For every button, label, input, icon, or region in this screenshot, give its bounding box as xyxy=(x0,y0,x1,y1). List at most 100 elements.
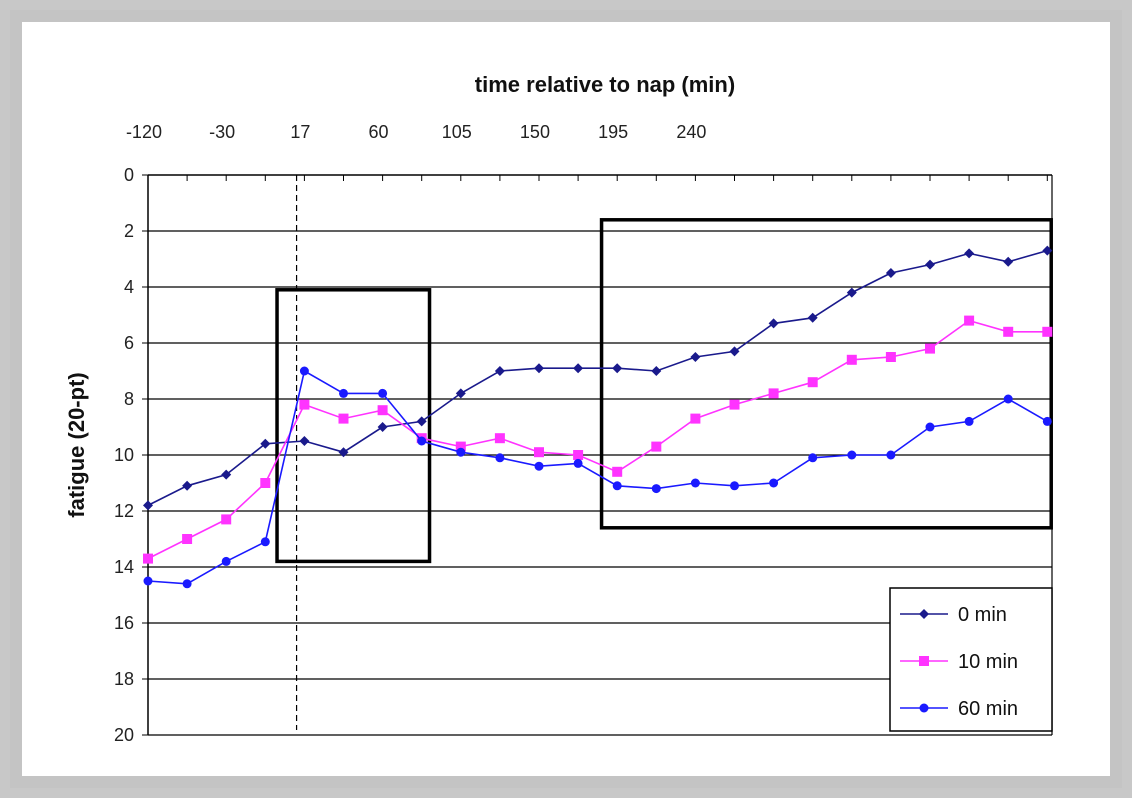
data-point-10-min xyxy=(494,433,505,444)
y-tick-label: 2 xyxy=(124,221,134,241)
data-point-60-min xyxy=(690,478,700,488)
data-point-0-min xyxy=(925,259,935,270)
data-point-60-min xyxy=(808,453,818,463)
highlight-box-1 xyxy=(275,288,432,564)
x-tick-label: 195 xyxy=(598,122,628,142)
data-point-10-min xyxy=(338,413,349,424)
data-point-10-min xyxy=(377,405,388,416)
legend-box xyxy=(889,587,1053,732)
data-point-60-min xyxy=(1003,394,1013,404)
data-point-60-min xyxy=(534,461,544,471)
series-line-10-min xyxy=(147,319,1048,560)
y-tick-label: 16 xyxy=(114,613,134,633)
data-point-0-min xyxy=(612,363,623,374)
data-point-0-min xyxy=(729,346,740,357)
data-point-60-min xyxy=(495,453,505,463)
x-tick-label: 150 xyxy=(520,122,550,142)
data-point-60-min xyxy=(847,450,857,460)
data-point-10-min xyxy=(455,441,466,452)
data-point-60-min xyxy=(378,388,388,398)
data-point-10-min xyxy=(964,315,975,326)
data-point-60-min xyxy=(612,481,622,491)
legend-marker-60-min xyxy=(919,703,929,713)
data-point-10-min xyxy=(1042,326,1053,337)
data-point-0-min xyxy=(768,318,779,329)
data-point-60-min xyxy=(143,576,153,586)
data-point-10-min xyxy=(573,450,584,460)
series-line-0-min xyxy=(147,249,1048,507)
x-tick-label: 105 xyxy=(442,122,472,142)
data-point-60-min xyxy=(651,484,661,494)
x-tick-label: 60 xyxy=(369,122,389,142)
data-point-10-min xyxy=(651,441,662,452)
data-point-60-min xyxy=(339,388,348,398)
y-tick-label: 8 xyxy=(124,389,134,409)
x-tick-label: 17 xyxy=(290,122,310,142)
data-point-0-min xyxy=(964,248,975,259)
data-point-0-min xyxy=(455,388,466,399)
data-point-60-min xyxy=(456,447,466,457)
data-point-0-min xyxy=(807,312,818,323)
data-point-0-min xyxy=(534,363,544,374)
data-point-60-min xyxy=(221,556,231,566)
data-point-10-min xyxy=(534,447,544,458)
y-tick-label: 4 xyxy=(124,277,134,297)
data-point-0-min xyxy=(885,268,896,278)
data-point-60-min xyxy=(417,436,427,446)
data-point-10-min xyxy=(260,478,271,488)
legend-label-0-min: 0 min xyxy=(958,604,1007,626)
data-point-10-min xyxy=(846,354,857,365)
data-point-10-min xyxy=(807,377,818,388)
data-point-0-min xyxy=(416,416,427,427)
y-tick-label: 0 xyxy=(124,165,134,185)
legend-marker-10-min xyxy=(919,656,929,666)
data-point-10-min xyxy=(925,343,935,354)
data-point-10-min xyxy=(221,514,232,525)
data-point-10-min xyxy=(182,534,193,544)
data-point-10-min xyxy=(768,388,779,399)
data-point-0-min xyxy=(143,500,153,511)
data-point-10-min xyxy=(729,399,740,410)
x-tick-label: -30 xyxy=(209,122,235,142)
x-tick-label: -120 xyxy=(126,122,162,142)
data-point-0-min xyxy=(221,469,232,480)
data-point-60-min xyxy=(886,450,896,460)
data-point-0-min xyxy=(690,352,701,362)
data-point-60-min xyxy=(182,579,192,589)
data-point-0-min xyxy=(573,363,584,374)
data-point-0-min xyxy=(299,436,310,446)
data-point-60-min xyxy=(925,422,935,432)
data-point-0-min xyxy=(1042,245,1053,256)
y-tick-label: 10 xyxy=(114,445,134,465)
data-point-0-min xyxy=(651,366,662,376)
y-tick-label: 12 xyxy=(114,501,134,521)
legend-label-60-min: 60 min xyxy=(958,698,1018,720)
series-line-60-min xyxy=(147,369,1048,585)
data-point-10-min xyxy=(690,413,701,424)
data-point-60-min xyxy=(573,458,583,468)
data-point-0-min xyxy=(1003,256,1014,267)
data-point-10-min xyxy=(1003,326,1014,337)
data-point-60-min xyxy=(299,366,309,376)
data-point-60-min xyxy=(964,416,974,426)
y-tick-label: 6 xyxy=(124,333,134,353)
x-tick-label: 240 xyxy=(676,122,706,142)
data-point-60-min xyxy=(730,481,739,491)
data-point-10-min xyxy=(143,553,153,564)
y-tick-label: 20 xyxy=(114,725,134,745)
data-point-10-min xyxy=(885,352,896,362)
data-point-0-min xyxy=(377,422,388,432)
y-tick-label: 18 xyxy=(114,669,134,689)
data-point-0-min xyxy=(494,366,505,376)
data-point-0-min xyxy=(338,447,349,458)
data-point-0-min xyxy=(846,287,857,298)
data-point-60-min xyxy=(769,478,779,488)
y-axis-title: fatigue (20-pt) xyxy=(64,372,89,517)
data-point-10-min xyxy=(612,466,623,477)
data-point-60-min xyxy=(1042,416,1052,426)
legend-marker-0-min xyxy=(919,609,929,619)
data-point-10-min xyxy=(299,399,310,410)
y-tick-label: 14 xyxy=(114,557,134,577)
highlight-box-2 xyxy=(599,218,1053,530)
